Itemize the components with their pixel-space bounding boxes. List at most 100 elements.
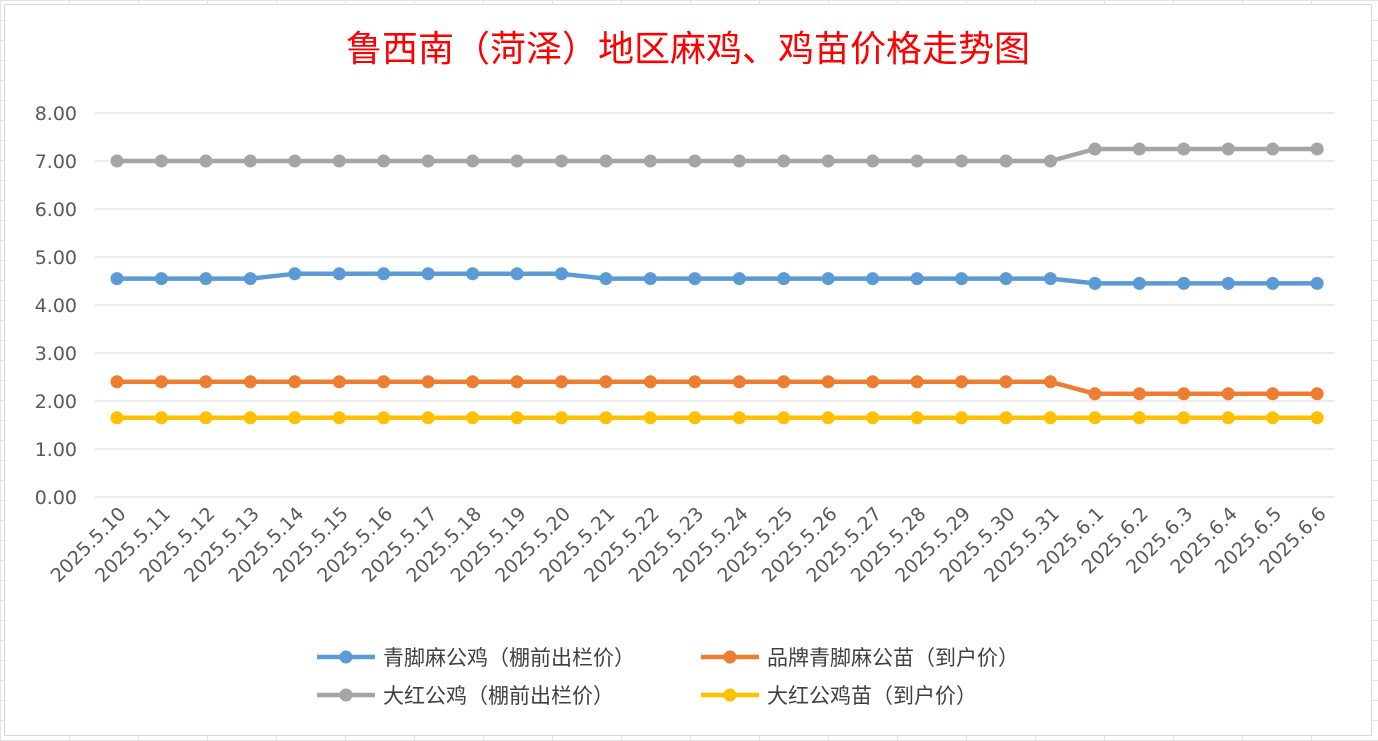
series-line [114, 379, 1320, 397]
data-point [821, 272, 835, 286]
data-point [466, 267, 480, 281]
data-point [243, 154, 257, 168]
series-line [114, 271, 1320, 286]
data-point [421, 154, 435, 168]
y-axis-tick-labels: 0.00 1.00 2.00 3.00 4.00 5.00 6.00 7.00 8.00 [35, 103, 77, 509]
data-point [154, 154, 168, 168]
data-point [777, 154, 791, 168]
data-point [732, 154, 746, 168]
data-point [555, 154, 568, 168]
data-point [243, 272, 257, 286]
legend-item: 品牌青脚麻公苗（到户价） [701, 646, 1019, 670]
data-point [243, 375, 257, 389]
data-point [510, 267, 524, 281]
data-point [1088, 387, 1102, 401]
data-point [599, 154, 613, 168]
data-point [1266, 142, 1280, 156]
data-point [1266, 411, 1280, 425]
data-point [1221, 387, 1235, 401]
y-tick-label: 8.00 [35, 103, 77, 125]
data-point [332, 267, 346, 281]
data-point [1088, 411, 1102, 425]
data-point [999, 375, 1013, 389]
chart-area[interactable]: 鲁西南（菏泽）地区麻鸡、鸡苗价格走势图 0.00 1.00 2.00 3.00 4.00… [4, 4, 1372, 736]
data-point [1043, 375, 1057, 389]
gridlines [95, 112, 1335, 498]
data-point [377, 375, 391, 389]
data-point [510, 154, 524, 168]
data-point [821, 411, 835, 425]
data-point [1177, 142, 1191, 156]
data-point [1221, 411, 1235, 425]
data-point [955, 154, 969, 168]
series-3 [110, 142, 1324, 168]
data-point [643, 272, 657, 286]
data-point [288, 154, 302, 168]
data-point [1043, 411, 1057, 425]
data-point [821, 375, 835, 389]
data-point [421, 411, 435, 425]
data-point [421, 267, 435, 281]
data-point [1310, 387, 1324, 401]
data-point [421, 375, 435, 389]
y-tick-label: 2.00 [35, 391, 77, 413]
data-point [955, 272, 969, 286]
legend-marker-swatch [723, 688, 737, 702]
data-point [866, 154, 880, 168]
data-point [999, 154, 1013, 168]
data-point [999, 272, 1013, 286]
data-point [199, 154, 213, 168]
y-tick-label: 7.00 [35, 151, 77, 173]
data-point [866, 375, 880, 389]
data-point [1043, 154, 1057, 168]
data-point [110, 411, 124, 425]
legend-item: 大红公鸡（棚前出栏价） [317, 684, 614, 708]
data-point [821, 154, 835, 168]
legend-marker-swatch [339, 650, 353, 664]
legend-item: 大红公鸡苗（到户价） [701, 684, 977, 708]
data-point [243, 411, 257, 425]
data-point [732, 272, 746, 286]
data-point [110, 154, 124, 168]
data-point [288, 267, 302, 281]
data-point [643, 411, 657, 425]
data-point [1221, 276, 1235, 290]
legend: 青脚麻公鸡（棚前出栏价） 品牌青脚麻公苗（到户价） 大红公鸡（棚前出栏价） 大红公鸡苗… [317, 646, 1019, 708]
y-tick-label: 5.00 [35, 247, 77, 269]
data-point [1310, 142, 1324, 156]
data-point [910, 411, 924, 425]
y-tick-label: 1.00 [35, 439, 77, 461]
data-point [1177, 276, 1191, 290]
data-point [999, 411, 1013, 425]
data-point [1132, 142, 1146, 156]
data-point [866, 411, 880, 425]
data-point [1132, 411, 1146, 425]
data-point [732, 411, 746, 425]
y-tick-label: 4.00 [35, 295, 77, 317]
data-point [110, 375, 124, 389]
chart-title: 鲁西南（菏泽）地区麻鸡、鸡苗价格走势图 [346, 29, 1030, 70]
data-point [910, 375, 924, 389]
data-point [510, 411, 524, 425]
data-point [332, 411, 346, 425]
data-point [732, 375, 746, 389]
legend-label: 品牌青脚麻公苗（到户价） [767, 646, 1019, 670]
data-point [288, 375, 302, 389]
legend-label: 大红公鸡（棚前出栏价） [383, 684, 614, 708]
data-point [377, 267, 391, 281]
data-point [555, 375, 568, 389]
y-tick-label: 3.00 [35, 343, 77, 365]
y-tick-label: 6.00 [35, 199, 77, 221]
data-point [955, 411, 969, 425]
data-point [1177, 411, 1191, 425]
data-point [599, 375, 613, 389]
data-point [154, 411, 168, 425]
data-point [688, 375, 702, 389]
data-point [1088, 276, 1102, 290]
data-point [199, 272, 213, 286]
series-4 [110, 411, 1324, 425]
data-point [599, 272, 613, 286]
data-point [510, 375, 524, 389]
data-point [377, 154, 391, 168]
data-point [866, 272, 880, 286]
